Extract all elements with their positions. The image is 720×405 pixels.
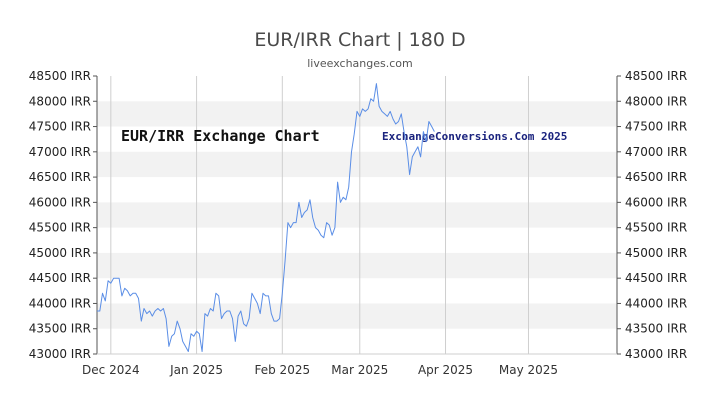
y-tick-label-left: 43500 IRR <box>29 322 91 336</box>
y-tick-label-right: 44000 IRR <box>625 296 687 310</box>
y-tick-label-left: 45500 IRR <box>29 221 91 235</box>
y-tick-label-right: 47500 IRR <box>625 120 687 134</box>
vertical-gridlines <box>110 76 529 354</box>
y-tick-label-right: 43000 IRR <box>625 347 687 361</box>
chart-subtitle: liveexchanges.com <box>307 57 412 70</box>
y-axis-left: 43000 IRR 43500 IRR 44000 IRR 44500 IRR 4500… <box>29 69 97 361</box>
x-tick-label: Jan 2025 <box>169 363 223 377</box>
plot-frame <box>96 76 618 355</box>
y-axis-right: 43000 IRR 43500 IRR 44000 IRR 44500 IRR 4500… <box>617 69 687 361</box>
x-tick-label: Mar 2025 <box>331 363 388 377</box>
grid-band <box>97 202 617 228</box>
watermark-site-label: ExchangeConversions.Com 2025 <box>382 130 567 143</box>
y-tick-label-right: 45500 IRR <box>625 221 687 235</box>
x-tick-label: Dec 2024 <box>82 363 140 377</box>
grid-band <box>97 252 617 279</box>
y-tick-label-right: 45000 IRR <box>625 246 687 260</box>
x-tick-label: Apr 2025 <box>418 363 473 377</box>
x-axis: Dec 2024 Jan 2025 Feb 2025 Mar 2025 Apr 2025… <box>82 363 558 377</box>
x-tick-label: May 2025 <box>499 363 558 377</box>
watermark-chart-label: EUR/IRR Exchange Chart <box>121 127 320 145</box>
x-tick-label: Feb 2025 <box>255 363 311 377</box>
y-tick-label-left: 44500 IRR <box>29 271 91 285</box>
y-tick-label-left: 45000 IRR <box>29 246 91 260</box>
grid-band <box>97 303 617 329</box>
y-tick-label-left: 47000 IRR <box>29 145 91 159</box>
y-tick-label-left: 46500 IRR <box>29 170 91 184</box>
y-tick-label-right: 46500 IRR <box>625 170 687 184</box>
y-tick-label-right: 47000 IRR <box>625 145 687 159</box>
y-tick-label-left: 47500 IRR <box>29 120 91 134</box>
y-tick-label-right: 48500 IRR <box>625 69 687 83</box>
series-line <box>97 83 435 352</box>
series-group <box>97 83 435 352</box>
y-tick-label-left: 46000 IRR <box>29 195 91 209</box>
y-tick-label-right: 43500 IRR <box>625 322 687 336</box>
grid-band <box>97 151 617 178</box>
y-tick-label-left: 43000 IRR <box>29 347 91 361</box>
y-tick-label-right: 48000 IRR <box>625 94 687 108</box>
y-tick-label-left: 48500 IRR <box>29 69 91 83</box>
y-tick-label-right: 44500 IRR <box>625 271 687 285</box>
y-tick-label-left: 48000 IRR <box>29 94 91 108</box>
chart-title: EUR/IRR Chart | 180 D <box>254 29 465 51</box>
y-tick-label-left: 44000 IRR <box>29 296 91 310</box>
y-tick-label-right: 46000 IRR <box>625 195 687 209</box>
